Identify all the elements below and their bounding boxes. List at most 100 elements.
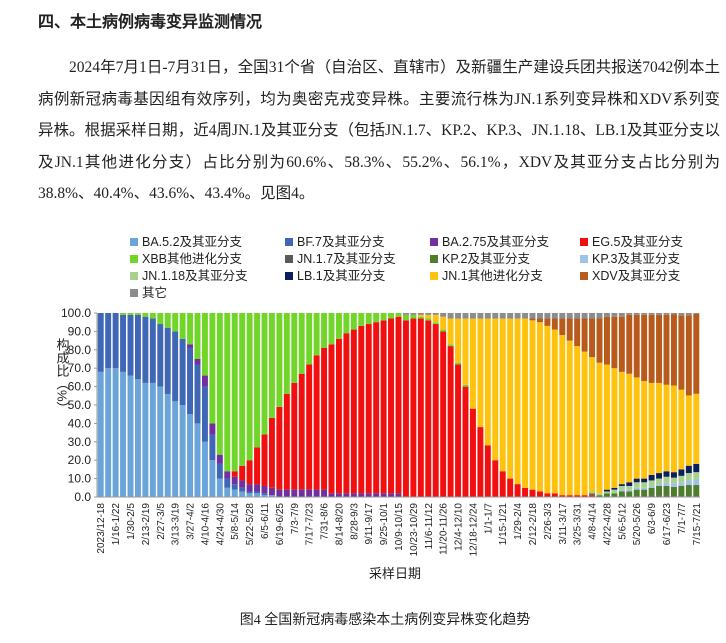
bar-segment (611, 316, 618, 369)
bar-segment (641, 313, 648, 315)
legend-label: KP.3及其亚分支 (592, 252, 680, 266)
bar-segment (648, 313, 655, 315)
bar-segment (618, 371, 625, 485)
bar-segment (574, 313, 581, 319)
x-tick-label: 3/11-3/17 (558, 503, 569, 545)
bar-segment (693, 485, 700, 497)
bar-segment (618, 484, 625, 486)
bar-segment (641, 487, 648, 490)
bar-segment (268, 495, 275, 497)
bar-segment (603, 316, 610, 365)
bar-segment (365, 313, 372, 325)
bar-segment (469, 408, 476, 497)
bar-segment (618, 491, 625, 497)
bar-segment (283, 489, 290, 497)
bar-segment (611, 493, 618, 497)
bar-segment (626, 313, 633, 315)
bar-segment (283, 313, 290, 394)
bar-segment (670, 486, 677, 497)
bar-segment (224, 478, 231, 488)
bar-segment (603, 313, 610, 317)
bar-segment (388, 493, 395, 497)
legend-label: KP.2及其亚分支 (442, 252, 530, 266)
legend-label: EG.5及其亚分支 (592, 235, 683, 249)
bar-segment (246, 493, 253, 497)
bar-segment (291, 313, 298, 383)
bar-segment (179, 338, 186, 405)
bar-segment (656, 485, 663, 496)
legend-swatch (285, 272, 293, 280)
bar-segment (514, 313, 521, 319)
bar-segment (313, 489, 320, 497)
bar-segment (678, 315, 685, 390)
bar-segment (417, 313, 424, 315)
bar-segment (97, 371, 104, 497)
bar-segment (633, 314, 640, 378)
bar-segment (536, 313, 543, 319)
bar-segment (306, 489, 313, 497)
y-tick-label: 60.0 (68, 380, 92, 394)
bar-segment (268, 417, 275, 488)
bar-segment (626, 373, 633, 483)
legend-swatch (580, 255, 588, 263)
bar-segment (656, 484, 663, 486)
bar-segment (589, 493, 596, 496)
y-axis-title: 构成比（%） (55, 338, 70, 415)
bar-segment (656, 473, 663, 479)
x-tick-label: 6/3-6/9 (647, 503, 658, 535)
bar-segment (187, 313, 194, 345)
bar-segment (447, 313, 454, 319)
bar-segment (626, 482, 633, 486)
bar-segment (417, 318, 424, 497)
bar-segment (194, 364, 201, 424)
bar-segment (164, 393, 171, 497)
bar-segment (656, 313, 663, 315)
bar-segment (335, 338, 342, 494)
bar-segment (633, 482, 640, 488)
bar-segment (365, 493, 372, 497)
bar-segment (261, 495, 268, 497)
bar-segment (596, 495, 603, 497)
bar-segment (291, 489, 298, 497)
bar-segment (410, 313, 417, 315)
bar-segment (254, 313, 261, 448)
bar-segment (261, 434, 268, 486)
bar-segment (410, 314, 417, 319)
bar-segment (395, 316, 402, 494)
bar-segment (633, 478, 640, 483)
bar-segment (633, 489, 640, 497)
bar-segment (402, 314, 409, 321)
bar-segment (440, 313, 447, 317)
legend-swatch (430, 255, 438, 263)
y-tick-label: 10.0 (68, 472, 92, 486)
bar-segment (149, 313, 156, 319)
legend-swatch (580, 238, 588, 246)
bar-segment (313, 313, 320, 356)
bar-segment (685, 465, 692, 474)
bar-segment (201, 386, 208, 442)
bar-segment (268, 487, 275, 496)
bar-segment (663, 384, 670, 472)
bar-segment (373, 313, 380, 323)
bar-segment (603, 491, 610, 494)
bar-segment (209, 313, 216, 424)
bar-segment (380, 493, 387, 497)
bar-segment (432, 322, 439, 325)
bar-segment (648, 495, 655, 497)
bar-segment (529, 489, 536, 497)
bar-segment (462, 318, 469, 385)
bar-segment (663, 313, 670, 315)
bar-segment (134, 314, 141, 380)
bar-segment (410, 318, 417, 497)
x-tick-label: 8/14-8/20 (334, 503, 345, 546)
bar-segment (373, 322, 380, 494)
x-tick-label: 9/11-9/17 (364, 503, 375, 545)
y-tick-label: 100.0 (61, 306, 91, 320)
legend-label: XDV及其亚分支 (592, 269, 681, 283)
legend-label: JN.1其他进化分支 (442, 269, 543, 283)
bar-segment (477, 313, 484, 319)
bar-segment (187, 414, 194, 497)
bar-segment (417, 316, 424, 319)
